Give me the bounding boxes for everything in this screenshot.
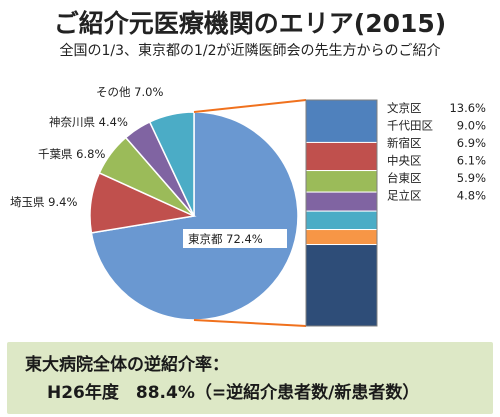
bar-segment: [305, 170, 378, 193]
connector-line-bottom: [193, 319, 307, 327]
bar-segment-value: 6.9%: [457, 136, 486, 150]
bar-segment-label: 中央区: [387, 154, 422, 168]
bar-segment-label: 千代田区: [387, 119, 433, 133]
bar-segment: [305, 244, 378, 327]
pie-slice-label: その他 7.0%: [96, 85, 163, 99]
pie-slice-label: 東京都 72.4%: [188, 232, 263, 246]
pie-label-background: [183, 229, 287, 248]
pie-slice-label: 千葉県 6.8%: [38, 147, 105, 161]
pie-slice-label: 神奈川県 4.4%: [49, 115, 128, 129]
bar-segment: [305, 141, 378, 172]
pie-slice-label: 埼玉県 9.4%: [10, 195, 77, 209]
bar-segment-label: 台東区: [387, 171, 422, 185]
bar-segment-value: 5.9%: [457, 171, 486, 185]
bar-segment-value: 13.6%: [449, 101, 486, 115]
chart-title: ご紹介元医療機関のエリア(2015): [53, 9, 447, 38]
bar-outline: [305, 99, 378, 327]
bar-segment-label: 文京区: [387, 101, 422, 115]
footer-line-2: H26年度 88.4%（=逆紹介患者数/新患者数）: [47, 383, 420, 403]
footer-box: 東大病院全体の逆紹介率： H26年度 88.4%（=逆紹介患者数/新患者数）: [7, 342, 493, 414]
chart-area: 東京都 72.4% 埼玉県 9.4% 千葉県 6.8% 神奈川県 4.4% その他 7.…: [10, 85, 486, 327]
chart-subtitle: 全国の1/3、東京都の1/2が近隣医師会の先生方からのご紹介: [59, 43, 441, 59]
bar-segment: [305, 191, 378, 212]
bar-segment-value: 4.8%: [457, 189, 486, 203]
bar-segment: [305, 99, 378, 143]
bar-segment-label: 新宿区: [387, 136, 422, 150]
bar-segment-value: 6.1%: [457, 154, 486, 168]
pie-slice: [148, 111, 195, 217]
bar-segment: [305, 229, 378, 246]
connector-line-top: [193, 99, 307, 113]
bar-segment-value: 9.0%: [457, 119, 486, 133]
bar-segment: [305, 210, 378, 231]
footer-line-1: 東大病院全体の逆紹介率：: [25, 355, 229, 375]
bar-segment-label: 足立区: [387, 189, 422, 203]
